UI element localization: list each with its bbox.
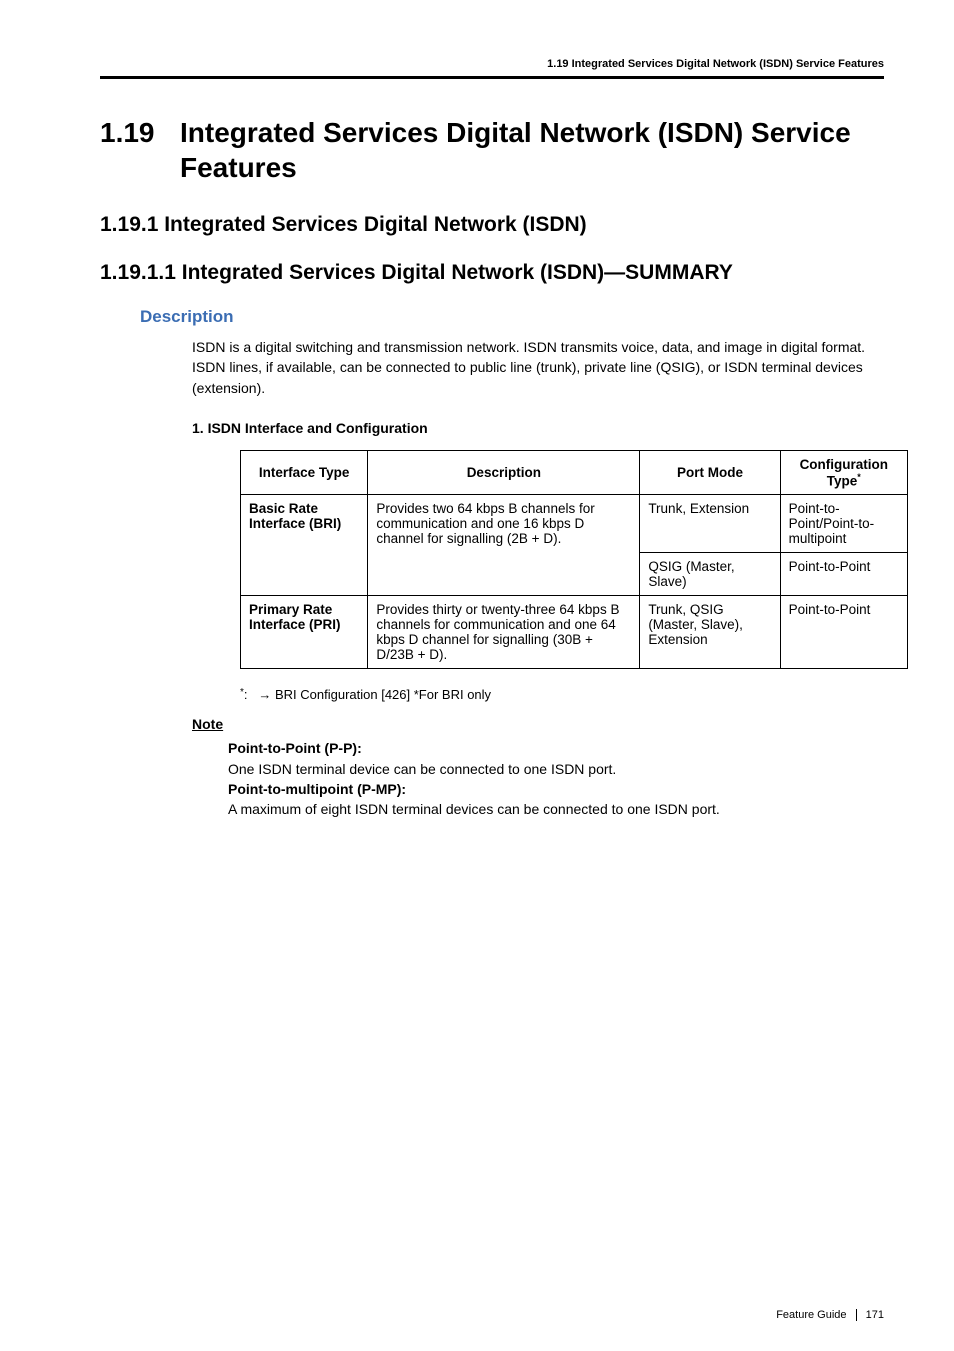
cell-pri-port: Trunk, QSIG (Master, Slave), Extension bbox=[640, 596, 780, 669]
cell-pri-cfg: Point-to-Point bbox=[780, 596, 907, 669]
section-text: Integrated Services Digital Network (ISD… bbox=[180, 115, 884, 185]
table-row: Basic Rate Interface (BRI) Provides two … bbox=[241, 495, 908, 553]
note-p2p-label: Point-to-Point (P-P): bbox=[228, 738, 884, 758]
note-heading: Note bbox=[192, 716, 884, 732]
note-p2p-text: One ISDN terminal device can be connecte… bbox=[228, 759, 884, 779]
section-title: 1.19 Integrated Services Digital Network… bbox=[100, 115, 884, 185]
cell-bri-desc: Provides two 64 kbps B channels for comm… bbox=[368, 495, 640, 596]
footer-page: 171 bbox=[866, 1309, 884, 1321]
table-header-row: Interface Type Description Port Mode Con… bbox=[241, 450, 908, 495]
th-config-type: Configuration Type* bbox=[780, 450, 907, 495]
cell-bri-cfg1: Point-to-Point/Point-to-multipoint bbox=[780, 495, 907, 553]
numbered-heading: 1. ISDN Interface and Configuration bbox=[192, 420, 884, 436]
arrow-icon: → bbox=[258, 687, 271, 702]
cell-pri-desc: Provides thirty or twenty-three 64 kbps … bbox=[368, 596, 640, 669]
description-body: ISDN is a digital switching and transmis… bbox=[192, 337, 874, 398]
table-row: Primary Rate Interface (PRI) Provides th… bbox=[241, 596, 908, 669]
page-footer: Feature Guide 171 bbox=[776, 1309, 884, 1321]
th-port-mode: Port Mode bbox=[640, 450, 780, 495]
th-description: Description bbox=[368, 450, 640, 495]
subsubsection-title: 1.19.1.1 Integrated Services Digital Net… bbox=[100, 261, 884, 285]
footnote-text: BRI Configuration [426] *For BRI only bbox=[271, 687, 491, 702]
note-pmp-label: Point-to-multipoint (P-MP): bbox=[228, 779, 884, 799]
running-header: 1.19 Integrated Services Digital Network… bbox=[100, 58, 884, 79]
section-number: 1.19 bbox=[100, 115, 180, 185]
footnote: *: → BRI Configuration [426] *For BRI on… bbox=[240, 687, 884, 702]
cell-pri-iface-text: Primary Rate Interface (PRI) bbox=[249, 602, 341, 632]
note-pmp-text: A maximum of eight ISDN terminal devices… bbox=[228, 799, 884, 819]
footnote-colon: : bbox=[244, 687, 248, 702]
note-body: Point-to-Point (P-P): One ISDN terminal … bbox=[228, 738, 884, 819]
th-config-type-text: Configuration Type bbox=[800, 457, 888, 489]
cell-pri-iface: Primary Rate Interface (PRI) bbox=[241, 596, 368, 669]
footer-label: Feature Guide bbox=[776, 1309, 846, 1321]
cell-bri-cfg2: Point-to-Point bbox=[780, 553, 907, 596]
subsection-title: 1.19.1 Integrated Services Digital Netwo… bbox=[100, 213, 884, 237]
cell-bri-port2: QSIG (Master, Slave) bbox=[640, 553, 780, 596]
cell-bri-iface-text: Basic Rate Interface (BRI) bbox=[249, 501, 341, 531]
cell-bri-port1: Trunk, Extension bbox=[640, 495, 780, 553]
footer-divider bbox=[856, 1309, 857, 1321]
isdn-table: Interface Type Description Port Mode Con… bbox=[240, 450, 908, 670]
cell-bri-iface: Basic Rate Interface (BRI) bbox=[241, 495, 368, 596]
description-heading: Description bbox=[140, 307, 884, 327]
th-config-star: * bbox=[857, 472, 861, 482]
th-interface-type: Interface Type bbox=[241, 450, 368, 495]
